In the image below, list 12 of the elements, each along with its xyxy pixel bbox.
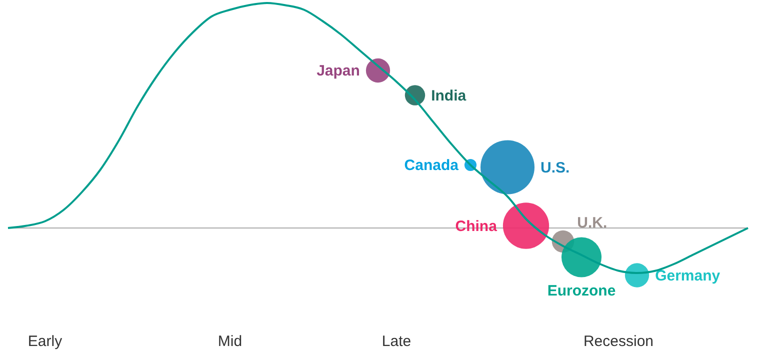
x-tick-label: Late [382,333,412,350]
series-label: U.K. [577,214,608,232]
series-label: Canada [404,157,460,174]
series-label: India [431,87,467,104]
series-label: Germany [655,267,721,284]
x-tick-label: Mid [218,333,242,350]
x-tick-label: Early [28,333,63,350]
x-tick-label: Recession [583,333,654,350]
series-label: China [455,218,498,235]
series-label: Eurozone [547,282,616,300]
series-label: U.S. [540,159,570,176]
series-label: Japan [316,62,360,80]
